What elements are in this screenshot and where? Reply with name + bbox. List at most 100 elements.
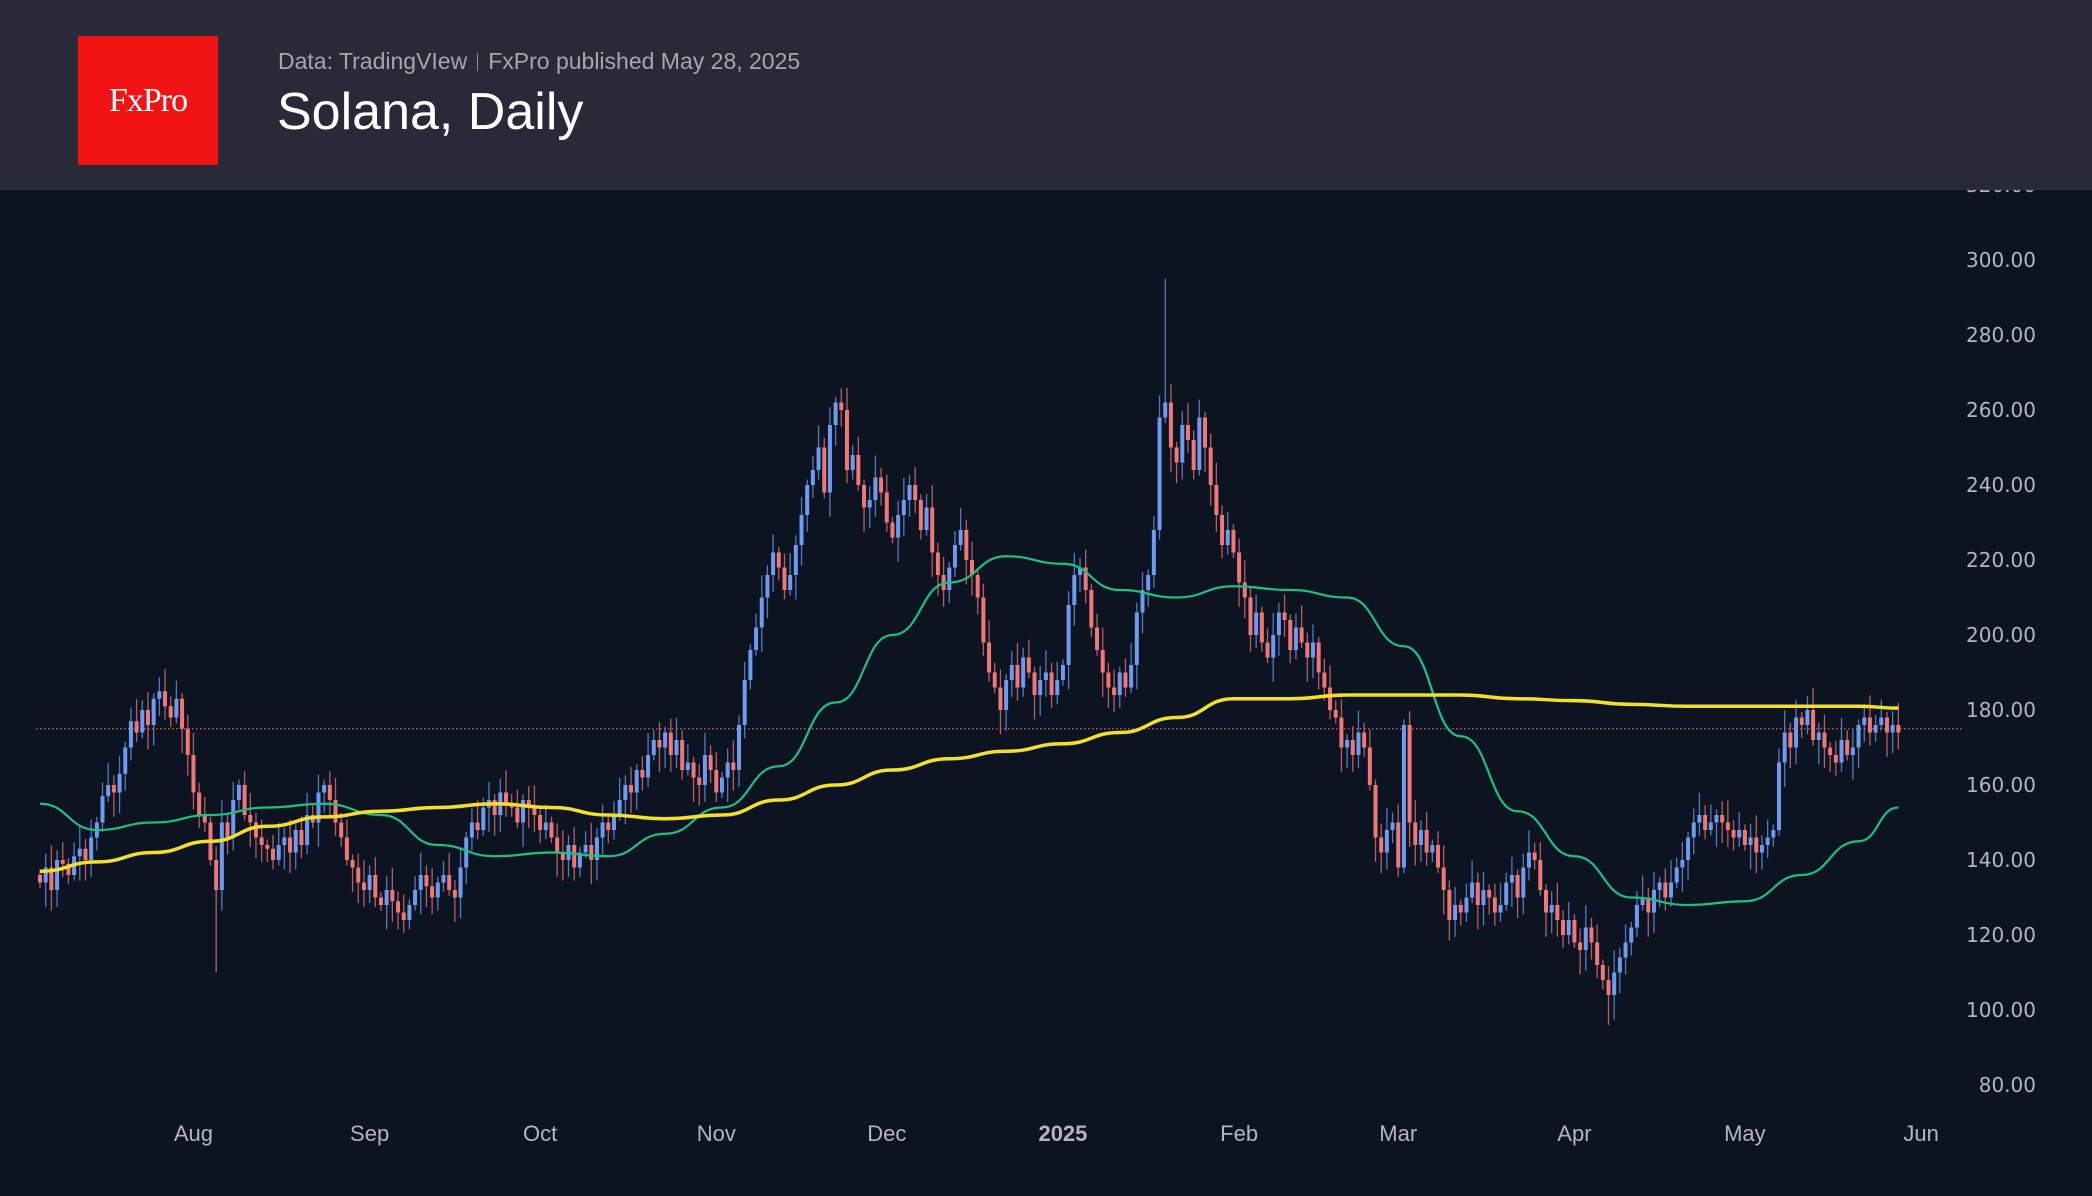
candle-body: [128, 721, 133, 748]
candle: [66, 858, 71, 885]
candle-body: [1794, 717, 1799, 748]
candle-body: [685, 762, 690, 770]
candle: [1697, 792, 1702, 836]
candle: [930, 485, 935, 577]
candle: [583, 831, 588, 859]
candle-body: [538, 815, 543, 830]
candle: [1867, 695, 1872, 746]
candle-body: [1617, 957, 1622, 973]
candle-body: [458, 867, 463, 898]
candle: [810, 456, 815, 499]
candle: [282, 827, 287, 870]
candle: [350, 854, 355, 892]
candle: [276, 822, 281, 866]
candle-body: [1299, 627, 1304, 643]
candle: [1498, 882, 1503, 922]
candle-body: [1379, 837, 1384, 853]
candle: [72, 842, 77, 881]
candle-body: [1805, 710, 1810, 725]
candle: [242, 771, 247, 821]
candle: [890, 516, 895, 544]
candle-body: [663, 732, 668, 748]
candle-body: [1134, 612, 1139, 665]
candle: [611, 801, 616, 840]
candle-body: [1333, 710, 1338, 718]
candle-body: [856, 455, 861, 485]
candle: [1077, 557, 1082, 592]
candle: [1015, 642, 1020, 701]
candle-body: [1867, 717, 1872, 733]
candle-body: [1589, 927, 1594, 943]
candle-body: [1492, 897, 1497, 913]
publisher: FxPro published May 28, 2025: [488, 48, 801, 74]
candle-body: [611, 815, 616, 830]
candle-body: [1390, 822, 1395, 830]
candle-body: [1447, 890, 1452, 920]
candle-body: [1345, 740, 1350, 748]
candle: [1646, 887, 1651, 937]
candle-body: [515, 807, 520, 823]
candle-body: [350, 860, 355, 868]
candle-body: [526, 800, 531, 808]
candle: [1805, 696, 1810, 735]
candle-body: [305, 815, 310, 845]
candle-body: [1612, 972, 1617, 995]
candle: [1384, 807, 1389, 870]
candle: [1640, 875, 1645, 911]
candle: [1487, 884, 1492, 915]
candle-body: [1788, 732, 1793, 748]
candle: [1606, 966, 1611, 1025]
y-axis: 320.00300.00280.00260.00240.00220.00200.…: [1966, 173, 2036, 1097]
candle: [998, 669, 1003, 735]
candle-body: [975, 575, 980, 598]
candle-body: [873, 477, 878, 500]
candle-body: [788, 575, 793, 590]
candle: [1225, 512, 1230, 555]
candle: [1299, 605, 1304, 649]
candle-body: [668, 732, 673, 755]
candle-body: [1583, 927, 1588, 950]
header: FxPro Data: TradingVIew FxPro published M…: [0, 0, 2092, 190]
candle: [1021, 647, 1026, 697]
candle: [793, 535, 798, 600]
candle: [1617, 947, 1622, 994]
candle: [94, 816, 99, 851]
candle-body: [1396, 822, 1401, 868]
candle-body: [1458, 905, 1463, 913]
candle-body: [913, 485, 918, 500]
candle-body: [839, 402, 844, 410]
candle-body: [1180, 425, 1185, 463]
candle: [89, 819, 94, 877]
candle-body: [180, 698, 185, 729]
candle: [378, 891, 383, 911]
candle-body: [1146, 575, 1151, 590]
candle-body: [322, 785, 327, 793]
candle: [816, 425, 821, 480]
candle: [617, 777, 622, 821]
candle-body: [981, 597, 986, 643]
candle-body: [464, 837, 469, 868]
x-axis: Aug Sep Oct Nov Dec 2025 Feb Mar Apr May Jun: [174, 1121, 1939, 1146]
candle-body: [1163, 402, 1168, 418]
candle: [413, 876, 418, 911]
candle: [606, 816, 611, 844]
candle: [646, 732, 651, 787]
candle: [981, 583, 986, 656]
candle: [788, 552, 793, 596]
candle: [1549, 891, 1554, 934]
candle: [1418, 820, 1423, 862]
candle: [83, 839, 88, 881]
candle-body: [549, 822, 554, 838]
candle-body: [600, 822, 605, 838]
candle-body: [629, 785, 634, 793]
candle-body: [253, 822, 258, 838]
candle-body: [288, 837, 293, 853]
candle-body: [1288, 620, 1293, 650]
candle-body: [1731, 830, 1736, 838]
candle: [1112, 669, 1117, 712]
candle-body: [1060, 665, 1065, 680]
candle: [896, 501, 901, 562]
candle-body: [1669, 882, 1674, 898]
candle: [1123, 658, 1128, 697]
